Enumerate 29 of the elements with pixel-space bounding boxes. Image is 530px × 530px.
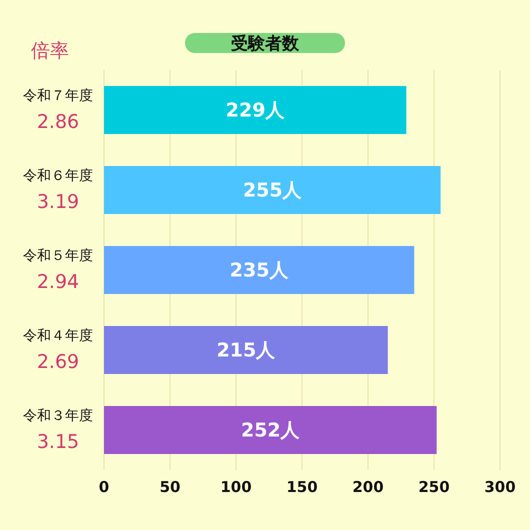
bar [104, 246, 414, 294]
bar [104, 406, 437, 454]
x-tick-label: 0 [98, 478, 110, 496]
x-tick-label: 150 [286, 478, 318, 496]
chart-title: 受験者数 [231, 34, 300, 54]
text: 3.19 [36, 191, 80, 213]
x-tick-label: 50 [160, 478, 180, 496]
data-label: 215人 [216, 340, 276, 362]
data-label: 235人 [230, 260, 290, 282]
y-tick-label: 令和６年度 [23, 168, 93, 184]
text: 3.15 [36, 431, 80, 453]
y-tick-label: 令和３年度 [23, 408, 93, 424]
x-tick-label: 100 [220, 478, 252, 496]
x-tick-label: 200 [352, 478, 384, 496]
text: 2.86 [36, 111, 80, 133]
text: 2.94 [36, 271, 80, 293]
y-tick-label: 令和７年度 [23, 88, 93, 104]
y-tick-label: 令和５年度 [23, 248, 93, 264]
bar [104, 166, 441, 214]
data-label: 229人 [226, 100, 286, 122]
y-tick-label: 令和４年度 [23, 328, 93, 344]
x-tick-label: 300 [484, 478, 516, 496]
data-label: 252人 [240, 420, 301, 442]
text: 倍率 [31, 40, 69, 62]
text: 2.69 [36, 351, 80, 373]
data-label: 255人 [242, 180, 303, 202]
bar [104, 86, 406, 134]
x-tick-label: 250 [418, 478, 450, 496]
bar [104, 326, 388, 374]
